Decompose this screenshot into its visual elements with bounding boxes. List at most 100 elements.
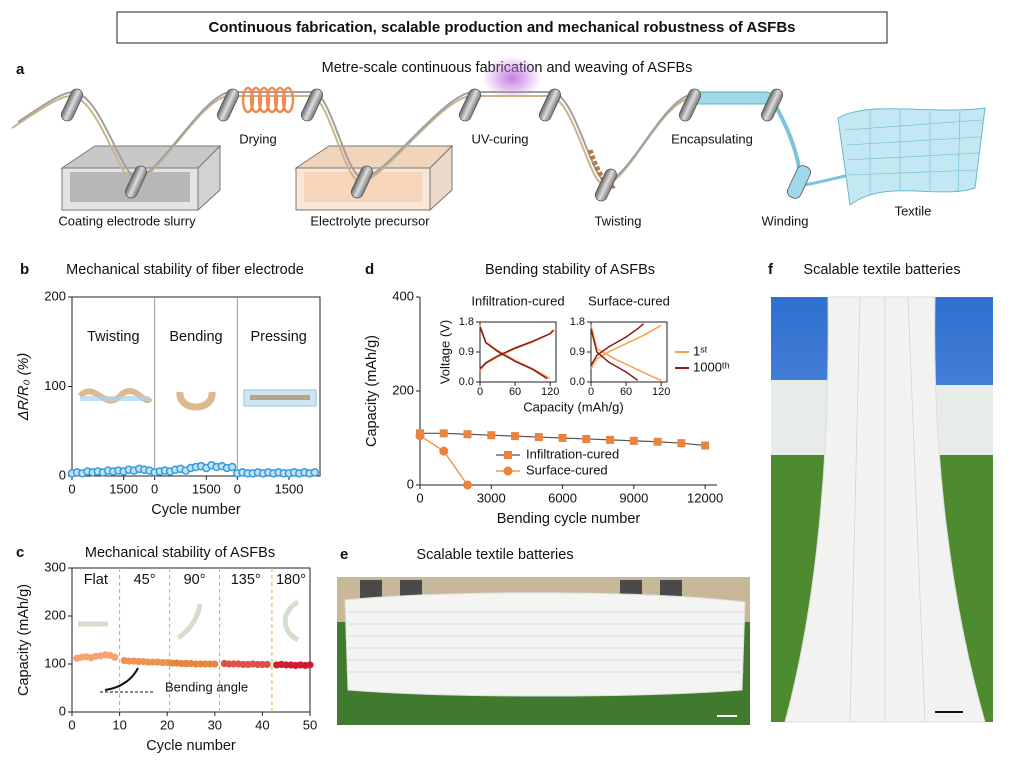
marker — [606, 435, 615, 444]
x-axis-label: Bending cycle number — [497, 511, 641, 527]
legend-label: Surface-cured — [526, 462, 608, 477]
x-tick-label: 9000 — [619, 490, 648, 505]
y-tick-label: 0 — [59, 467, 66, 482]
chart-title: Bending stability of ASFBs — [485, 262, 655, 278]
step-label: Twisting — [595, 213, 642, 228]
y-tick-label: 300 — [44, 559, 66, 574]
curve — [590, 328, 639, 381]
x-tick-label: 60 — [620, 386, 632, 398]
step-label: Drying — [239, 131, 277, 146]
panel-letter: e — [340, 546, 348, 563]
title-box — [116, 11, 888, 44]
marker — [701, 441, 710, 450]
y-axis-label: Capacity (mAh/g) — [364, 335, 380, 447]
legend-label: Infiltration-cured — [526, 446, 619, 461]
y-tick-label: 100 — [44, 655, 66, 670]
x-tick-label: 1500 — [192, 481, 221, 496]
x-tick-label: 0 — [151, 481, 158, 496]
step-label: Coating electrode slurry — [58, 213, 196, 228]
marker — [677, 439, 686, 448]
marker — [582, 434, 591, 443]
x-tick-label: 1500 — [275, 481, 304, 496]
panel-letter: b — [20, 261, 29, 278]
y-axis-label: Capacity (mAh/g) — [16, 584, 32, 696]
chart-title: Mechanical stability of ASFBs — [85, 545, 275, 561]
point — [111, 653, 119, 661]
panel-title: Scalable textile batteries — [803, 262, 960, 278]
marker — [629, 436, 638, 445]
curve — [479, 329, 554, 370]
point — [310, 468, 320, 477]
legend-label: 1000ᵗʰ — [693, 359, 730, 374]
step-label: Winding — [762, 213, 809, 228]
plot-frame — [479, 321, 557, 383]
x-tick-label: 0 — [68, 481, 75, 496]
x-tick-label: 50 — [303, 717, 317, 732]
y-tick-label: 1.8 — [459, 316, 474, 328]
process-diagram — [11, 56, 986, 212]
x-tick-label: 20 — [160, 717, 174, 732]
x-tick-label: 10 — [112, 717, 126, 732]
x-tick-label: 120 — [652, 386, 670, 398]
x-axis-label: Capacity (mAh/g) — [523, 399, 623, 414]
panel-label: Twisting — [87, 329, 139, 345]
segment-label: Flat — [84, 572, 108, 588]
curve — [479, 326, 548, 380]
y-tick-label: 200 — [44, 288, 66, 303]
y-tick-label: 400 — [392, 288, 414, 303]
point — [211, 660, 219, 668]
point — [227, 462, 237, 472]
marker — [534, 433, 543, 442]
curve — [590, 323, 645, 366]
plot-frame — [71, 567, 311, 713]
marker — [511, 432, 520, 441]
marker — [653, 437, 662, 446]
x-tick-label: 0 — [416, 490, 423, 505]
y-axis-label: ΔR/R₀ (%) — [16, 353, 32, 421]
curve — [479, 328, 557, 371]
panel-letter: c — [16, 544, 24, 561]
y-tick-label: 0.0 — [570, 376, 585, 388]
y-tick-label: 0.9 — [570, 346, 585, 358]
panel-label: Bending — [169, 329, 222, 345]
point — [263, 660, 271, 669]
x-tick-label: 1500 — [109, 481, 138, 496]
marker — [463, 480, 473, 490]
marker — [558, 434, 567, 442]
segment-label: 45° — [134, 572, 156, 588]
x-tick-label: 3000 — [477, 490, 506, 505]
x-tick-label: 120 — [541, 386, 559, 398]
x-tick-label: 12000 — [687, 490, 723, 505]
point — [306, 661, 314, 669]
panel-letter: f — [768, 261, 774, 278]
chart-title: Surface-cured — [588, 293, 670, 308]
x-tick-label: 0 — [68, 717, 75, 732]
x-tick-label: 60 — [509, 386, 521, 398]
annotation: Bending angle — [165, 679, 248, 694]
y-tick-label: 200 — [44, 607, 66, 622]
curve — [590, 325, 662, 382]
x-axis-label: Cycle number — [151, 502, 241, 518]
photo-textile-horizontal — [337, 577, 750, 725]
x-tick-label: 0 — [477, 386, 483, 398]
x-tick-label: 40 — [255, 717, 269, 732]
x-axis-label: Cycle number — [146, 738, 236, 754]
legend-marker — [503, 466, 513, 476]
marker — [487, 431, 496, 440]
x-tick-label: 30 — [208, 717, 222, 732]
y-tick-label: 0.0 — [459, 376, 474, 388]
photo-textile-vertical — [771, 296, 993, 723]
x-tick-label: 0 — [588, 386, 594, 398]
marker — [415, 431, 425, 441]
y-axis-label: Voltage (V) — [437, 320, 452, 384]
step-label: Encapsulating — [671, 131, 753, 146]
panel-label: Pressing — [250, 329, 306, 345]
segment-label: 90° — [184, 572, 206, 588]
y-tick-label: 0 — [59, 703, 66, 718]
marker — [439, 429, 448, 438]
chart-title: Mechanical stability of fiber electrode — [66, 262, 304, 278]
panel-letter: a — [16, 61, 25, 78]
y-tick-label: 0 — [407, 476, 414, 491]
step-label: Electrolyte precursor — [310, 213, 430, 228]
